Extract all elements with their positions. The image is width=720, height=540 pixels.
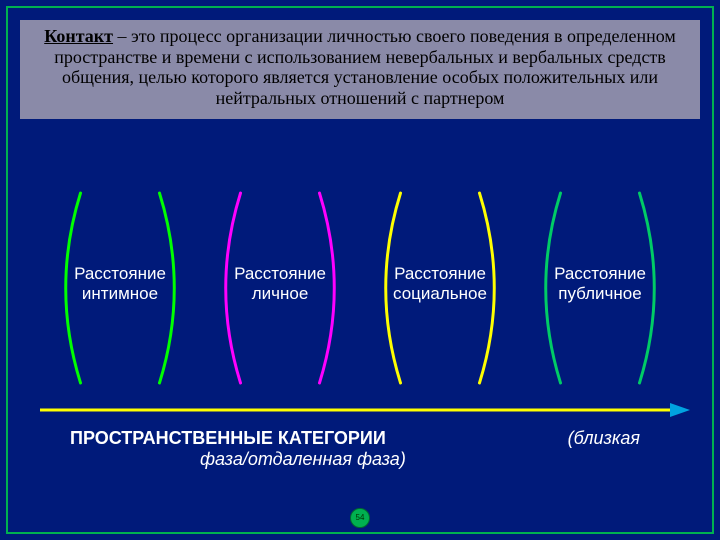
bracket-label: Расстояниеинтимное xyxy=(46,264,194,305)
bracket-label: Расстояниепубличное xyxy=(526,264,674,305)
bracket-row: Расстояниеинтимное Расстояниеличное Рассто… xyxy=(40,188,680,388)
caption-note: (близкая xyxy=(568,428,640,449)
bracket-label: Расстояниесоциальное xyxy=(366,264,514,305)
arrow-head xyxy=(670,403,690,417)
title-definition-box: Контакт – это процесс организации личнос… xyxy=(20,20,700,119)
bracket-cell-3: Расстояниепубличное xyxy=(526,188,674,388)
caption-main: ПРОСТРАНСТВЕННЫЕ КАТЕГОРИИ xyxy=(70,428,386,448)
bracket-label: Расстояниеличное xyxy=(206,264,354,305)
bracket-cell-1: Расстояниеличное xyxy=(206,188,354,388)
bracket-cell-0: Расстояниеинтимное xyxy=(46,188,194,388)
title-rest: – это процесс организации личностью свое… xyxy=(54,26,676,108)
bracket-cell-2: Расстояниесоциальное xyxy=(366,188,514,388)
title-term: Контакт xyxy=(44,26,113,46)
timeline-arrow xyxy=(40,400,690,420)
caption-sub: фаза/отдаленная фаза) xyxy=(200,449,680,470)
page-number: 54 xyxy=(350,508,370,528)
slide: Контакт – это процесс организации личнос… xyxy=(0,0,720,540)
caption: ПРОСТРАНСТВЕННЫЕ КАТЕГОРИИ (близкая фаза… xyxy=(70,428,680,469)
